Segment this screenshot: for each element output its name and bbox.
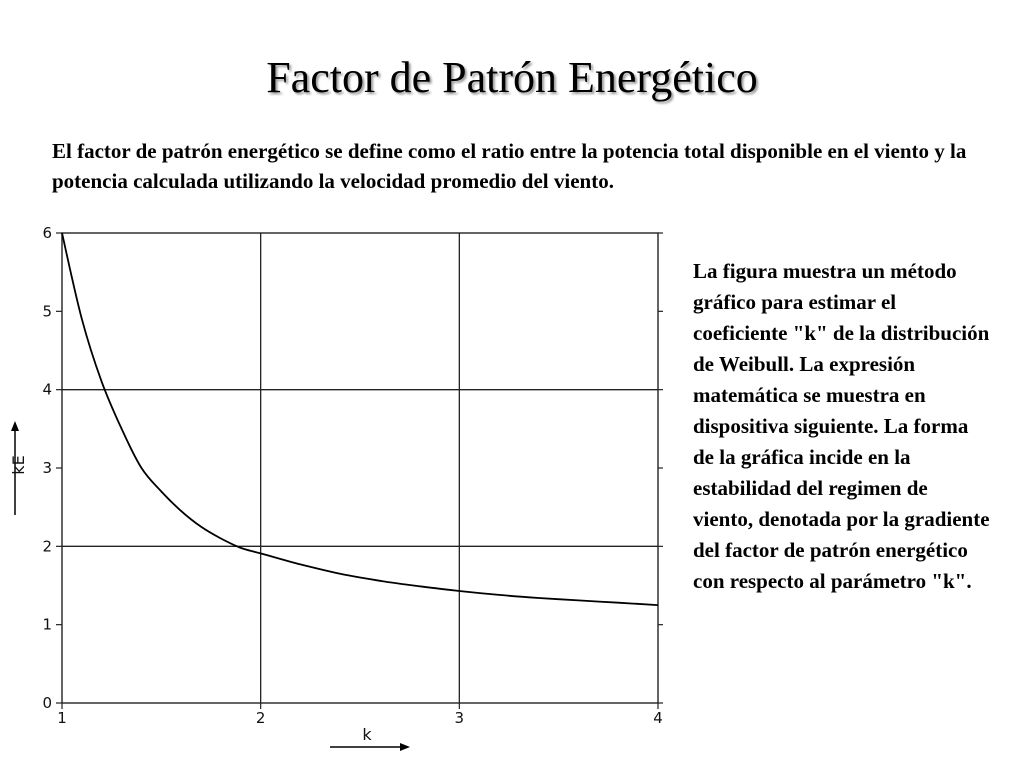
series-line-ke [61, 232, 659, 606]
x-tick-label: 2 [256, 709, 266, 727]
chart-grid [62, 233, 658, 703]
y-tick-label: 3 [42, 459, 52, 477]
y-tick-label: 4 [42, 381, 52, 399]
x-axis-arrowhead [400, 743, 410, 751]
x-tick-label: 3 [455, 709, 465, 727]
y-tick-label: 0 [42, 694, 52, 712]
x-axis-label: k [362, 725, 372, 744]
x-tick-label: 1 [57, 709, 67, 727]
y-tick-label: 1 [42, 616, 52, 634]
y-axis-label: kE [9, 455, 28, 474]
y-axis-arrowhead [11, 421, 19, 431]
slide-title: Factor de Patrón Energético [266, 53, 758, 102]
plot-border [61, 232, 659, 704]
y-tick-labels: 0 1 2 3 4 5 6 [42, 224, 52, 712]
intro-paragraph: El factor de patrón energético se define… [52, 139, 967, 193]
plot-frame [56, 232, 663, 709]
y-tick-label: 5 [42, 302, 52, 320]
y-tick-label: 6 [42, 224, 52, 242]
side-paragraph: La figura muestra un método gráfico para… [693, 259, 990, 593]
x-tick-label: 4 [653, 709, 663, 727]
x-tick-labels: 1 2 3 4 [57, 709, 663, 727]
y-tick-label: 2 [42, 537, 52, 555]
